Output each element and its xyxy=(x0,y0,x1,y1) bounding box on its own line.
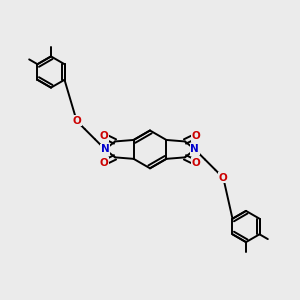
Text: N: N xyxy=(190,144,199,154)
Text: O: O xyxy=(191,158,200,168)
Text: O: O xyxy=(191,131,200,141)
Text: O: O xyxy=(100,158,109,168)
Text: O: O xyxy=(72,116,81,126)
Text: N: N xyxy=(101,144,110,154)
Text: O: O xyxy=(100,131,109,141)
Text: O: O xyxy=(219,173,228,183)
